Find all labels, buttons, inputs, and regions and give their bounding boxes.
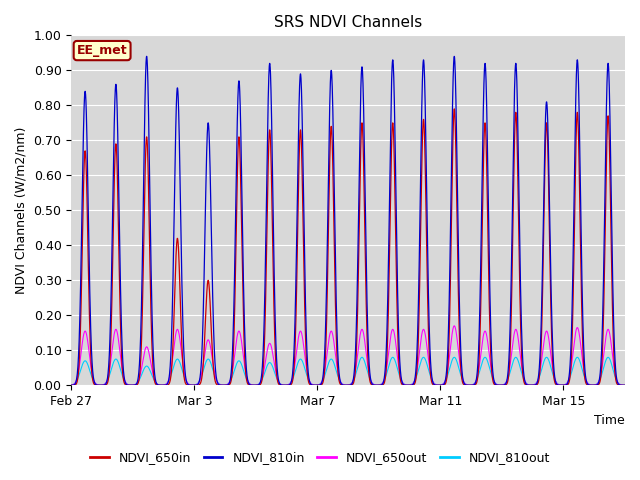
Legend: NDVI_650in, NDVI_810in, NDVI_650out, NDVI_810out: NDVI_650in, NDVI_810in, NDVI_650out, NDV… [85, 446, 555, 469]
X-axis label: Time: Time [595, 414, 625, 427]
Title: SRS NDVI Channels: SRS NDVI Channels [274, 15, 422, 30]
Text: EE_met: EE_met [77, 44, 127, 57]
Y-axis label: NDVI Channels (W/m2/nm): NDVI Channels (W/m2/nm) [15, 127, 28, 294]
